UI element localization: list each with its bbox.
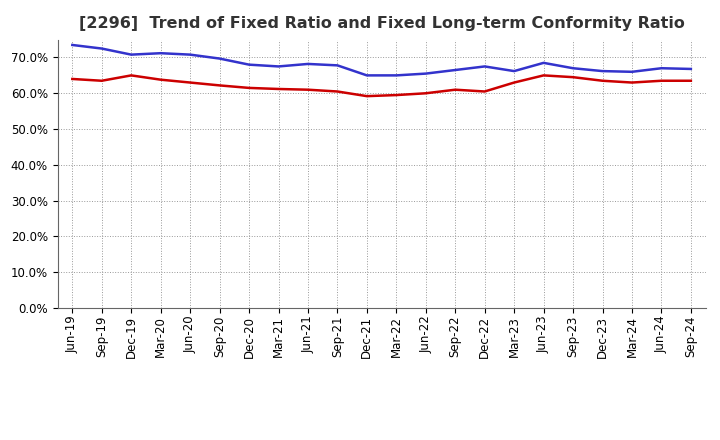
Fixed Ratio <box>598 69 607 74</box>
Fixed Long-term Conformity Ratio <box>304 87 312 92</box>
Fixed Long-term Conformity Ratio <box>510 80 518 85</box>
Fixed Long-term Conformity Ratio <box>539 73 548 78</box>
Line: Fixed Ratio: Fixed Ratio <box>72 45 691 75</box>
Fixed Long-term Conformity Ratio <box>687 78 696 84</box>
Fixed Ratio <box>156 51 165 56</box>
Fixed Long-term Conformity Ratio <box>480 89 489 94</box>
Fixed Ratio <box>569 66 577 71</box>
Fixed Ratio <box>68 42 76 48</box>
Fixed Long-term Conformity Ratio <box>215 83 224 88</box>
Line: Fixed Long-term Conformity Ratio: Fixed Long-term Conformity Ratio <box>72 75 691 96</box>
Fixed Long-term Conformity Ratio <box>392 92 400 98</box>
Fixed Long-term Conformity Ratio <box>127 73 135 78</box>
Fixed Long-term Conformity Ratio <box>598 78 607 84</box>
Fixed Long-term Conformity Ratio <box>569 74 577 80</box>
Fixed Long-term Conformity Ratio <box>186 80 194 85</box>
Fixed Long-term Conformity Ratio <box>333 89 342 94</box>
Fixed Long-term Conformity Ratio <box>274 86 283 92</box>
Fixed Long-term Conformity Ratio <box>68 76 76 81</box>
Fixed Ratio <box>274 64 283 69</box>
Fixed Ratio <box>363 73 372 78</box>
Fixed Ratio <box>304 61 312 66</box>
Fixed Long-term Conformity Ratio <box>451 87 459 92</box>
Fixed Ratio <box>127 52 135 57</box>
Fixed Ratio <box>539 60 548 66</box>
Fixed Ratio <box>97 46 106 51</box>
Fixed Ratio <box>628 69 636 74</box>
Fixed Long-term Conformity Ratio <box>245 85 253 91</box>
Fixed Long-term Conformity Ratio <box>421 91 430 96</box>
Fixed Long-term Conformity Ratio <box>657 78 666 84</box>
Fixed Ratio <box>657 66 666 71</box>
Fixed Ratio <box>215 56 224 61</box>
Fixed Long-term Conformity Ratio <box>156 77 165 82</box>
Fixed Ratio <box>687 66 696 72</box>
Fixed Ratio <box>392 73 400 78</box>
Fixed Ratio <box>510 69 518 74</box>
Fixed Ratio <box>480 64 489 69</box>
Title: [2296]  Trend of Fixed Ratio and Fixed Long-term Conformity Ratio: [2296] Trend of Fixed Ratio and Fixed Lo… <box>78 16 685 32</box>
Fixed Ratio <box>186 52 194 57</box>
Fixed Long-term Conformity Ratio <box>363 94 372 99</box>
Fixed Long-term Conformity Ratio <box>628 80 636 85</box>
Fixed Ratio <box>451 67 459 73</box>
Fixed Ratio <box>245 62 253 67</box>
Fixed Ratio <box>421 71 430 76</box>
Fixed Long-term Conformity Ratio <box>97 78 106 84</box>
Fixed Ratio <box>333 63 342 68</box>
